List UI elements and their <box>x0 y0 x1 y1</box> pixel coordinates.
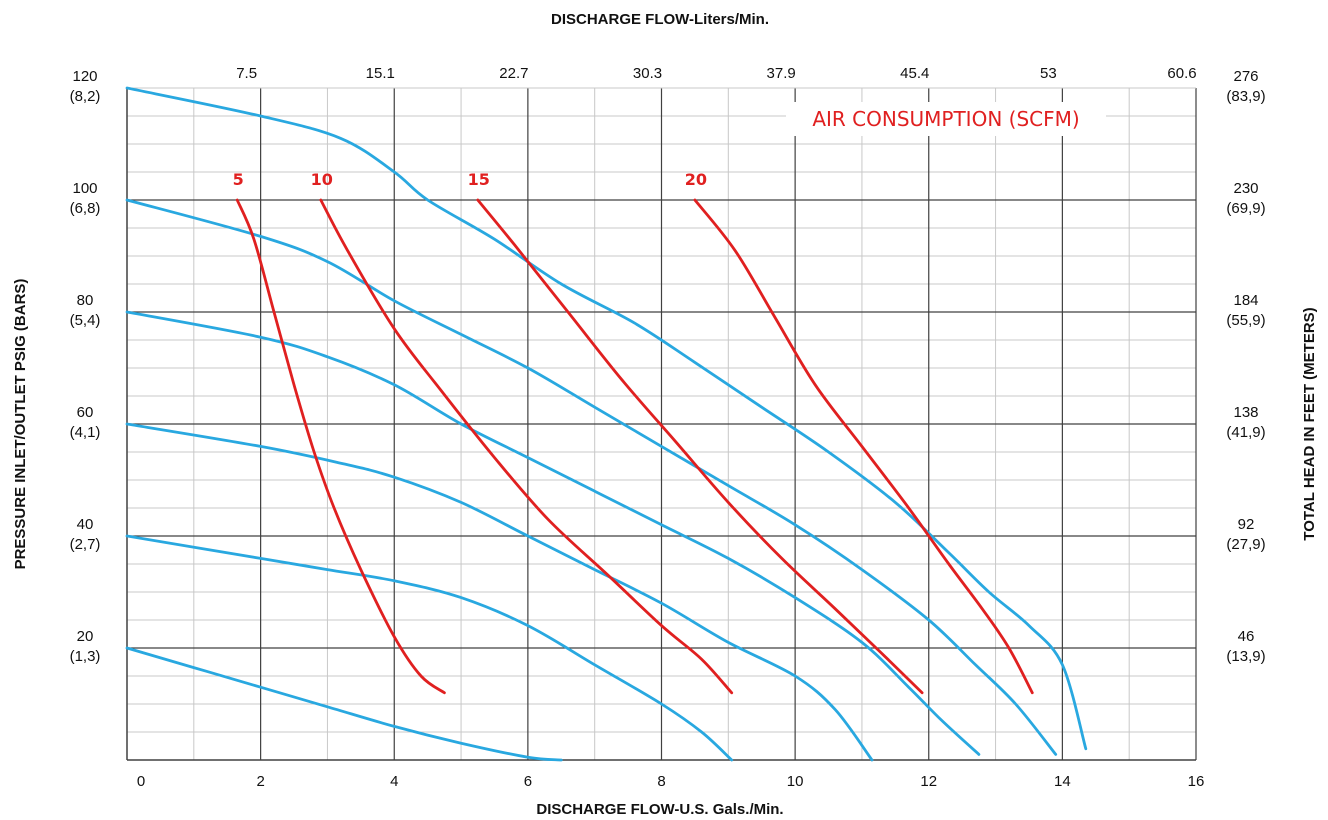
bottom-tick-label: 0 <box>137 773 145 790</box>
air-curve-label-15: 15 <box>468 170 490 189</box>
right-tick-meters: (55,9) <box>1226 312 1265 329</box>
bottom-tick-label: 14 <box>1054 773 1071 790</box>
left-tick-psi: 100 <box>72 180 97 197</box>
right-tick-meters: (41,9) <box>1226 424 1265 441</box>
right-tick-feet: 138 <box>1233 404 1258 421</box>
left-tick-psi: 20 <box>77 628 94 645</box>
top-tick-label: 60.6 <box>1167 65 1196 82</box>
left-tick-bar: (6,8) <box>70 200 101 217</box>
top-tick-label: 15.1 <box>366 65 395 82</box>
air-consumption-annotation: AIR CONSUMPTION (SCFM) <box>812 107 1079 131</box>
bottom-tick-label: 8 <box>657 773 665 790</box>
bottom-tick-label: 10 <box>787 773 804 790</box>
top-tick-label: 7.5 <box>236 65 257 82</box>
right-tick-feet: 276 <box>1233 68 1258 85</box>
performance-curve-3 <box>125 310 981 756</box>
left-axis-title: PRESSURE INLET/OUTLET PSIG (BARS) <box>12 279 29 570</box>
right-tick-feet: 230 <box>1233 180 1258 197</box>
performance-curve-4 <box>125 422 874 762</box>
right-tick-meters: (27,9) <box>1226 536 1265 553</box>
left-tick-bar: (4,1) <box>70 424 101 441</box>
annotation-background <box>786 102 1106 136</box>
air-curve-20 <box>693 198 1034 695</box>
top-tick-label: 37.9 <box>767 65 796 82</box>
right-tick-meters: (69,9) <box>1226 200 1265 217</box>
left-tick-psi: 40 <box>77 516 94 533</box>
top-tick-label: 53 <box>1040 65 1057 82</box>
left-tick-psi: 60 <box>77 404 94 421</box>
left-tick-bar: (8,2) <box>70 88 101 105</box>
air-curve-10 <box>319 198 734 695</box>
top-tick-label: 45.4 <box>900 65 929 82</box>
bottom-axis-title: DISCHARGE FLOW-U.S. Gals./Min. <box>536 801 783 818</box>
left-tick-bar: (5,4) <box>70 312 101 329</box>
bottom-tick-label: 2 <box>256 773 264 790</box>
top-tick-label: 30.3 <box>633 65 662 82</box>
bottom-tick-label: 16 <box>1188 773 1205 790</box>
right-tick-feet: 92 <box>1238 516 1255 533</box>
right-axis-title: TOTAL HEAD IN FEET (METERS) <box>1301 307 1318 540</box>
top-axis-title: DISCHARGE FLOW-Liters/Min. <box>551 11 769 28</box>
performance-curve-1 <box>125 86 1088 751</box>
air-curve-label-20: 20 <box>685 170 707 189</box>
performance-curve-2 <box>125 198 1058 756</box>
left-tick-psi: 120 <box>72 68 97 85</box>
top-tick-label: 22.7 <box>499 65 528 82</box>
air-curve-15 <box>476 198 924 695</box>
right-tick-feet: 46 <box>1238 628 1255 645</box>
air-curve-5 <box>235 198 446 695</box>
right-tick-feet: 184 <box>1233 292 1258 309</box>
bottom-tick-label: 12 <box>920 773 937 790</box>
left-tick-bar: (2,7) <box>70 536 101 553</box>
performance-curve-6 <box>125 646 563 762</box>
bottom-tick-label: 6 <box>524 773 532 790</box>
air-curve-label-5: 5 <box>233 170 244 189</box>
left-tick-psi: 80 <box>77 292 94 309</box>
left-tick-bar: (1,3) <box>70 648 101 665</box>
bottom-tick-label: 4 <box>390 773 398 790</box>
performance-curve-5 <box>125 534 734 762</box>
right-tick-meters: (83,9) <box>1226 88 1265 105</box>
air-curve-label-10: 10 <box>311 170 333 189</box>
right-tick-meters: (13,9) <box>1226 648 1265 665</box>
